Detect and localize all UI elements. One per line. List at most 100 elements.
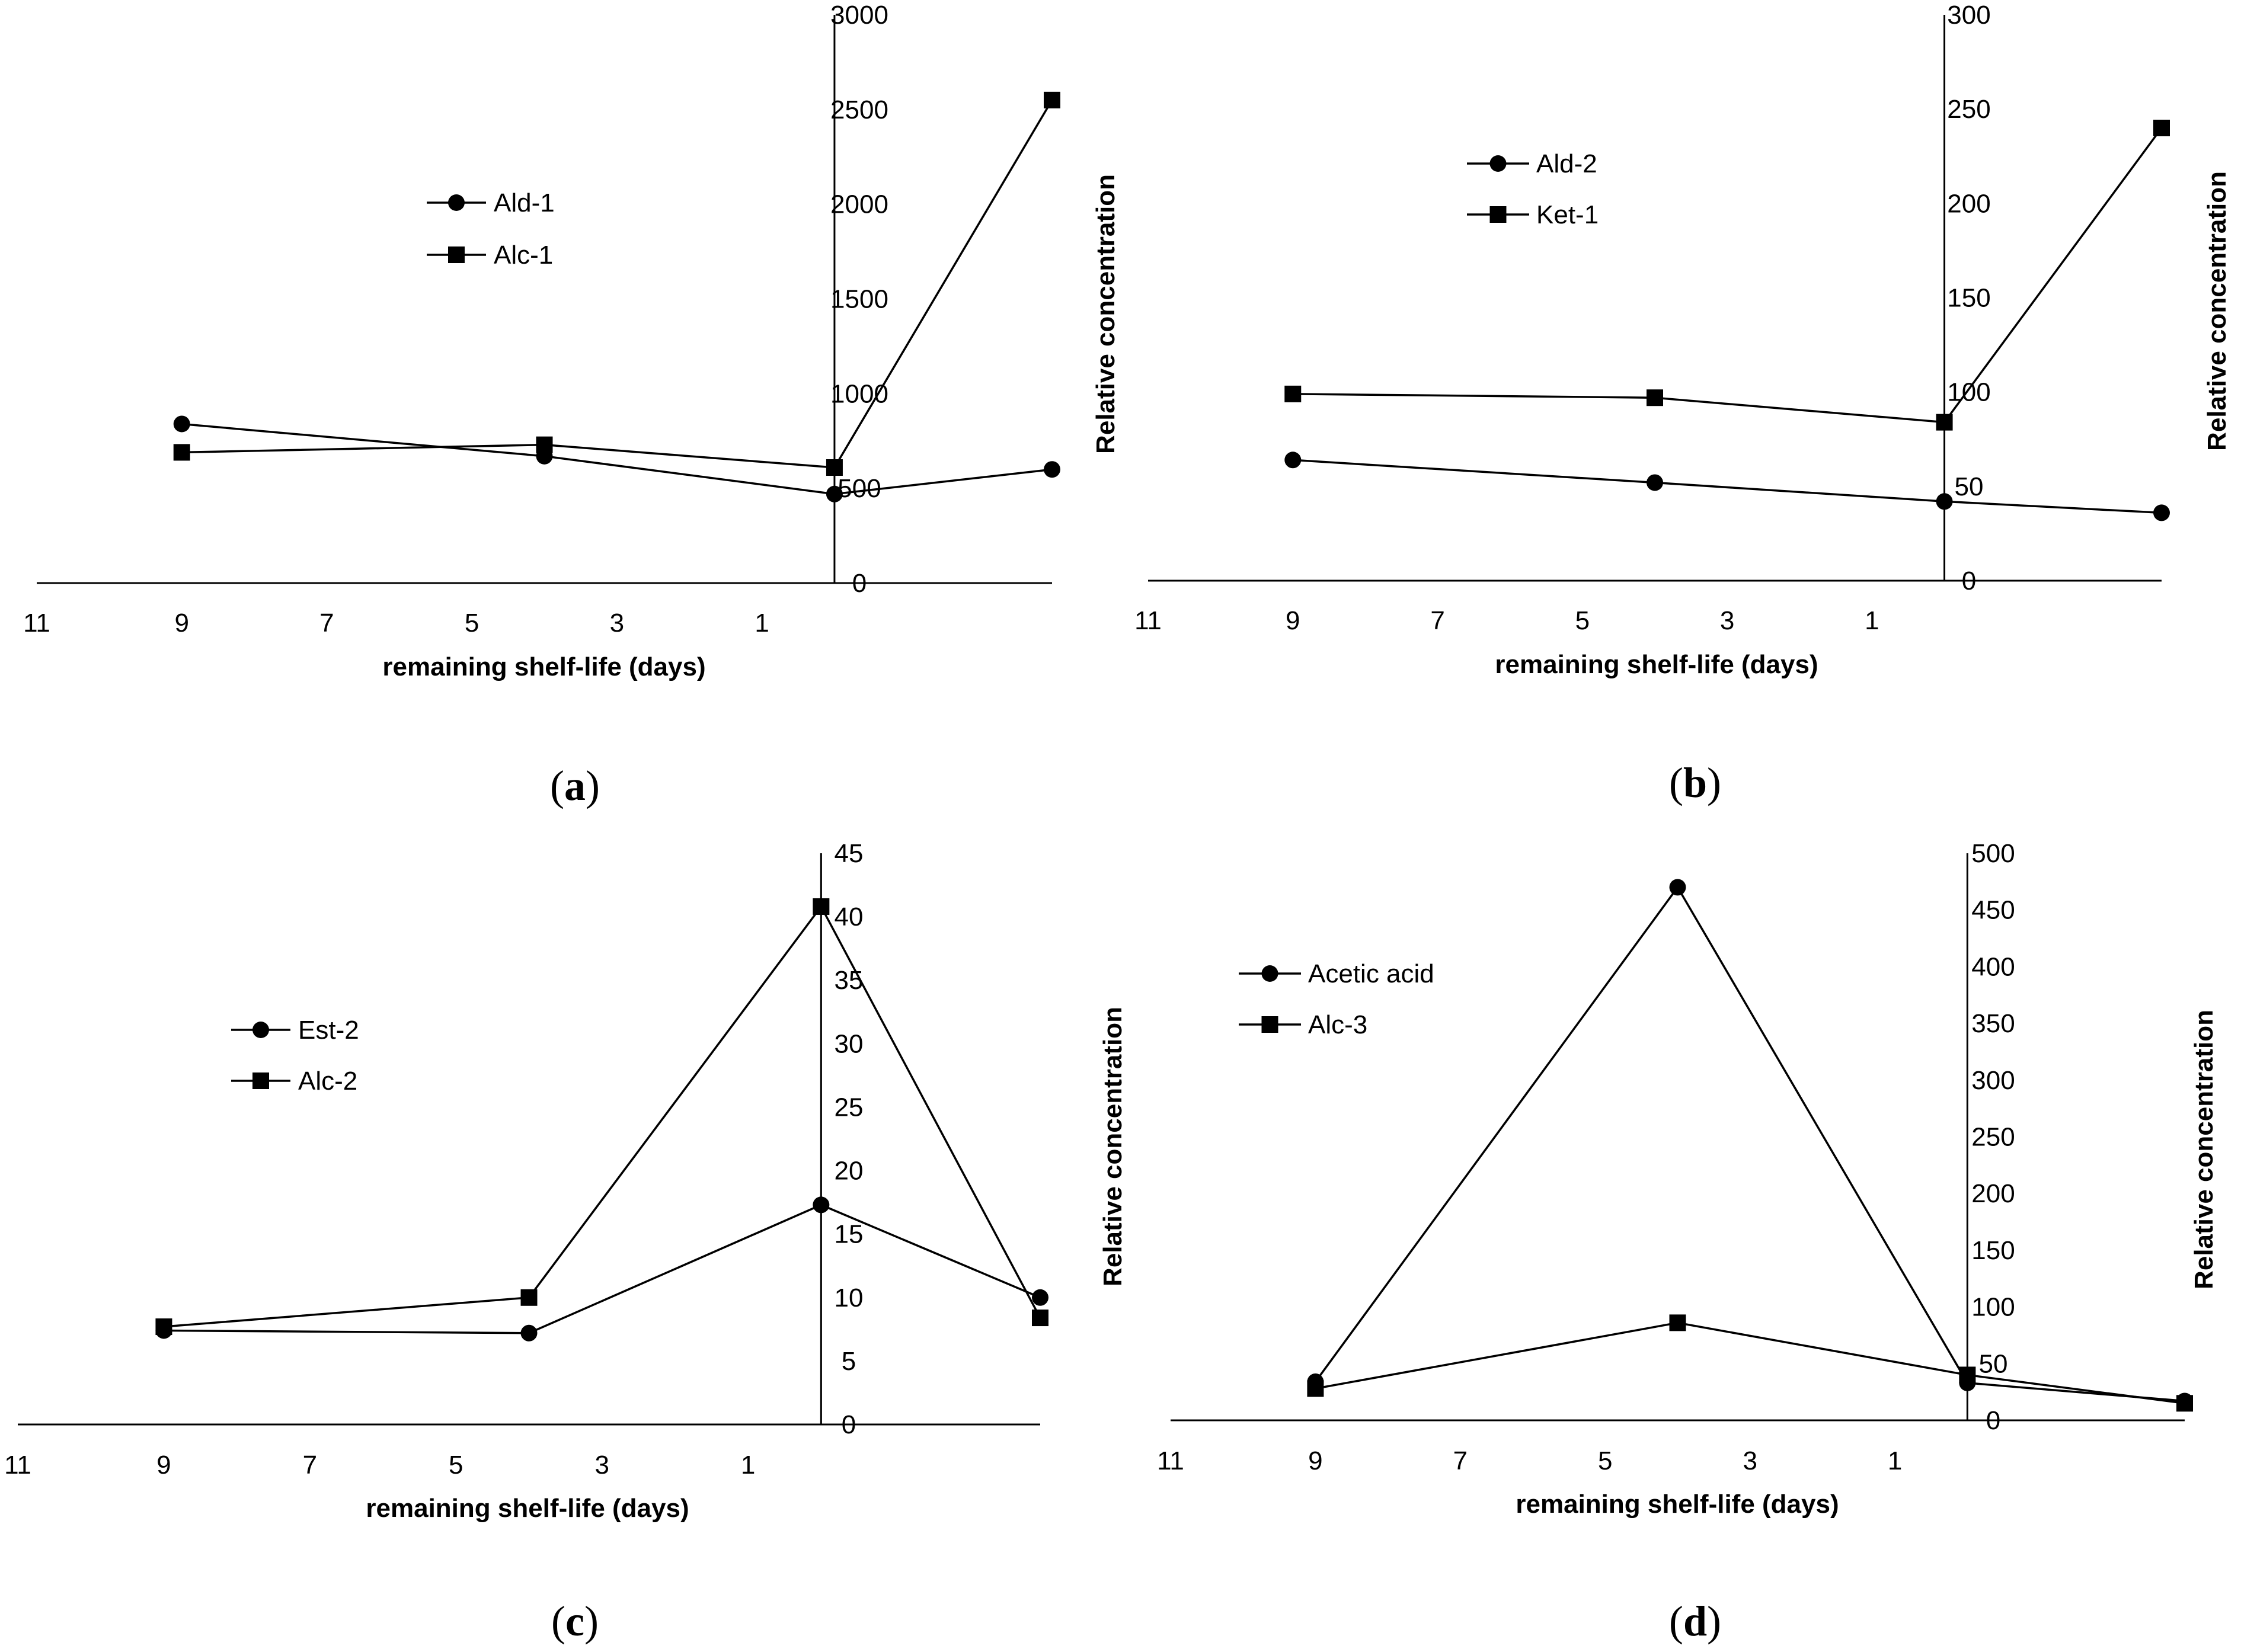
y-tick-label: 2000 — [830, 190, 888, 219]
y-tick-label: 0 — [1962, 566, 1976, 596]
data-point-square — [155, 1318, 172, 1336]
x-tick-label: 7 — [319, 609, 334, 638]
y-axis-title: Relative concentration — [2189, 1010, 2218, 1289]
legend-label: Alc-2 — [298, 1067, 357, 1096]
legend-marker-circle — [1261, 965, 1278, 982]
x-tick-label: 11 — [4, 1451, 31, 1480]
series-line-est-2 — [164, 1203, 1041, 1334]
y-tick-label: 5 — [842, 1347, 856, 1376]
data-point-square — [1032, 1310, 1048, 1327]
y-tick-label: 300 — [1947, 1, 1990, 30]
data-point-circle — [1936, 493, 1953, 510]
legend-marker-square — [448, 246, 465, 263]
y-tick-label: 35 — [835, 966, 864, 995]
y-tick-label: 50 — [1979, 1349, 2008, 1378]
data-point-circle — [2153, 504, 2170, 521]
data-point-square — [1044, 91, 1060, 108]
data-point-square — [520, 1289, 538, 1306]
y-tick-label: 40 — [835, 902, 864, 931]
x-axis-title: remaining shelf-life (days) — [366, 1494, 689, 1523]
x-tick-label: 11 — [1157, 1446, 1184, 1475]
legend-label: Acetic acid — [1308, 959, 1434, 988]
data-point-circle — [1284, 452, 1302, 469]
y-tick-label: 1500 — [830, 285, 888, 314]
y-tick-label: 30 — [835, 1029, 864, 1058]
data-point-circle — [520, 1324, 538, 1342]
data-point-circle — [826, 485, 843, 502]
data-point-circle — [1647, 474, 1663, 491]
y-tick-label: 15 — [835, 1220, 864, 1249]
legend-label: Ald-1 — [494, 188, 555, 217]
series-line-ket-1 — [1293, 127, 2163, 424]
x-tick-label: 9 — [174, 609, 188, 638]
data-point-square — [1936, 414, 1953, 431]
x-tick-label: 5 — [1575, 606, 1590, 635]
x-tick-label: 3 — [594, 1451, 609, 1480]
y-tick-label: 0 — [1986, 1406, 2000, 1435]
data-point-square — [536, 436, 553, 453]
data-point-circle — [1669, 879, 1686, 896]
data-point-square — [1307, 1380, 1324, 1397]
x-tick-label: 11 — [1134, 606, 1162, 635]
x-tick-label: 5 — [465, 609, 479, 638]
chart-panel-a: 11 9 7 5 3 1050010001500200025003000remaining… — [23, 1, 1120, 809]
y-tick-label: 350 — [1971, 1009, 2015, 1038]
data-point-square — [1647, 389, 1663, 406]
y-tick-label: 500 — [1971, 839, 2015, 868]
data-point-square — [1284, 385, 1302, 402]
y-tick-label: 200 — [1971, 1179, 2015, 1208]
x-tick-label: 3 — [610, 609, 624, 638]
panel-label: (c) — [551, 1597, 599, 1645]
x-tick-label: 9 — [1286, 606, 1300, 635]
series-line-ald-1 — [181, 422, 1053, 495]
x-tick-label: 7 — [1430, 606, 1444, 635]
x-tick-label: 3 — [1720, 606, 1734, 635]
x-tick-label: 9 — [1308, 1446, 1322, 1475]
y-tick-label: 1000 — [830, 379, 888, 408]
y-tick-label: 10 — [835, 1283, 864, 1312]
x-tick-label: 7 — [1453, 1446, 1468, 1475]
series-line-ald-2 — [1293, 459, 2162, 514]
y-tick-label: 400 — [1971, 952, 2015, 981]
series-line-acetic-acid — [1315, 885, 2185, 1403]
y-tick-label: 3000 — [830, 1, 888, 30]
legend-marker-circle — [448, 194, 465, 211]
y-tick-label: 250 — [1947, 95, 1990, 124]
x-tick-label: 1 — [1888, 1446, 1902, 1475]
y-axis-title-left: Relative concentration — [1098, 1007, 1127, 1286]
x-tick-label: 9 — [156, 1451, 171, 1480]
y-axis-title: Relative concentration — [2202, 171, 2232, 451]
y-tick-label: 50 — [1955, 472, 1984, 501]
legend-label: Ald-2 — [1536, 149, 1597, 178]
y-axis-title: Relative concentration — [1091, 174, 1120, 454]
legend-marker-circle — [1489, 155, 1507, 172]
y-tick-label: 0 — [852, 569, 867, 598]
x-tick-label: 11 — [23, 609, 50, 638]
x-axis-title: remaining shelf-life (days) — [1495, 650, 1818, 679]
y-tick-label: 0 — [842, 1410, 856, 1439]
chart-panel-b: 11 9 7 5 3 1 0 50 100 150 200 250 300 remaining shelf… — [1134, 1, 2232, 806]
panel-label: (d) — [1669, 1597, 1721, 1645]
legend-marker-square — [252, 1072, 269, 1089]
y-tick-label: 20 — [835, 1157, 864, 1186]
data-point-square — [173, 444, 190, 461]
data-point-square — [1959, 1366, 1976, 1384]
data-point-circle — [173, 415, 190, 433]
y-tick-label: 2500 — [830, 95, 888, 124]
data-point-circle — [1032, 1289, 1048, 1306]
legend-label: Est-2 — [298, 1016, 359, 1045]
y-tick-label: 200 — [1947, 189, 1990, 218]
y-tick-label: 100 — [1947, 378, 1990, 407]
data-point-circle — [1044, 461, 1060, 478]
legend-label: Alc-1 — [494, 241, 553, 270]
legend-label: Ket-1 — [1536, 200, 1599, 229]
x-tick-label: 5 — [1598, 1446, 1612, 1475]
data-point-square — [2153, 120, 2170, 136]
x-axis-title: remaining shelf-life (days) — [1516, 1490, 1839, 1519]
y-tick-label: 100 — [1971, 1293, 2015, 1322]
x-tick-label: 7 — [303, 1451, 317, 1480]
data-point-square — [813, 898, 830, 915]
x-tick-label: 5 — [449, 1451, 463, 1480]
panel-label: (b) — [1669, 759, 1721, 806]
